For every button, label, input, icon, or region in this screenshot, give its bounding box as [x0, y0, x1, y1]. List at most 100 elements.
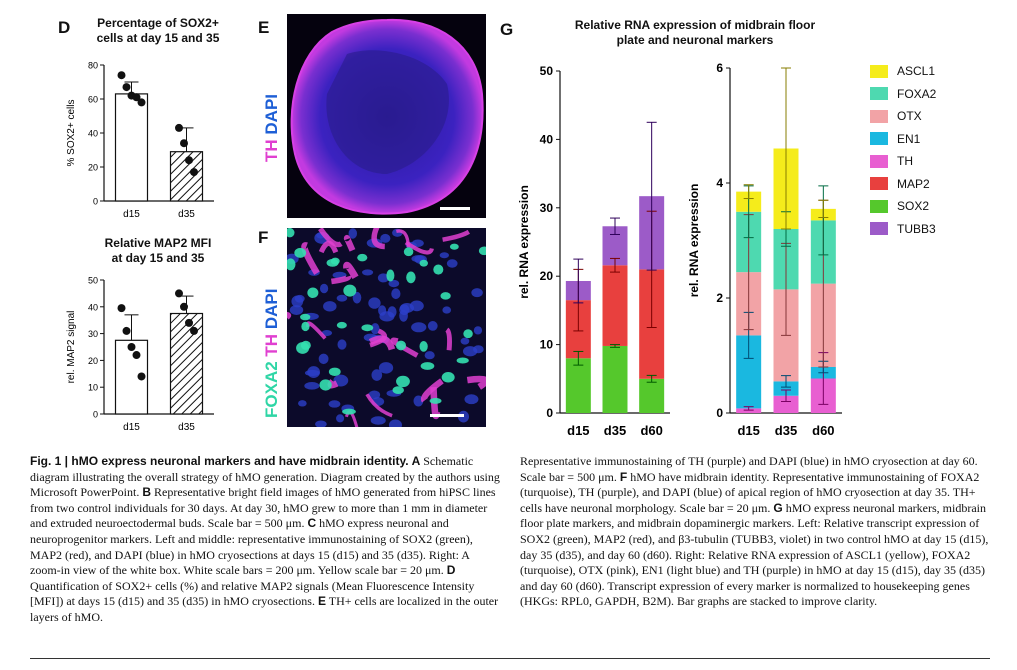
y-tick-label: 40	[88, 302, 98, 312]
data-point	[132, 351, 141, 360]
nucleus-blob	[315, 420, 327, 427]
nucleus-blob	[371, 369, 383, 381]
chart-title-map2: Relative MAP2 MFI at day 15 and 35	[78, 236, 238, 266]
nucleus-blob	[333, 374, 349, 387]
nucleus-blob	[399, 309, 408, 322]
nucleus-blob	[318, 353, 329, 365]
foxa2-nucleus	[361, 324, 374, 332]
foxa2-th-dapi-micrograph	[287, 228, 486, 427]
th-fiber	[343, 261, 359, 280]
rna-midbrain-stacked-chart: 0 2 4 6 rel. RNA expression d15 d35 d60	[687, 61, 842, 438]
chart-title-line: Percentage of SOX2+	[97, 16, 219, 30]
foxa2-nucleus	[396, 375, 410, 388]
foxa2-nucleus	[456, 357, 469, 364]
data-point	[185, 156, 193, 165]
legend-swatch	[870, 132, 888, 145]
data-point	[122, 326, 131, 335]
foxa2-nucleus	[395, 340, 407, 351]
foxa2-nucleus	[294, 247, 307, 258]
x-tick-label: d15	[123, 422, 140, 433]
nucleus-blob	[379, 311, 395, 322]
y-tick-label: 10	[88, 383, 98, 393]
nucleus-blob	[319, 283, 329, 294]
foxa2-nucleus	[440, 292, 451, 300]
y-tick-label: 30	[88, 329, 98, 339]
legend-item: TUBB3	[870, 222, 936, 236]
data-point	[185, 318, 193, 327]
th-fiber	[301, 242, 320, 275]
foxa2-nucleus	[287, 258, 296, 271]
stain-th: TH	[262, 139, 281, 162]
map2-signal-chart: 0 10 20 30 40 50 rel. MAP2 signal d15 d35	[66, 276, 214, 433]
stacked-bar-segment	[602, 345, 628, 413]
nucleus-blob	[370, 323, 380, 335]
nucleus-blob	[370, 416, 386, 425]
legend-item: FOXA2	[870, 87, 936, 101]
nucleus-blob	[388, 419, 403, 427]
caption-text: hMO have midbrain identity. Representati…	[520, 469, 980, 515]
caption-text: Schematic diagram illustrating the overa…	[30, 454, 500, 500]
foxa2-nucleus	[478, 246, 486, 256]
foxa2-nucleus	[419, 341, 428, 352]
stain-dapi: DAPI	[262, 288, 281, 330]
y-tick-label: 20	[88, 163, 98, 173]
chart-title-line: cells at day 15 and 35	[96, 31, 220, 45]
nucleus-blob	[307, 366, 321, 378]
th-fiber	[287, 311, 291, 320]
caption-text: hMO express neuronal and neuroprogenitor…	[30, 516, 473, 578]
th-fiber	[306, 321, 327, 340]
organoid-cryosection-image	[290, 18, 484, 215]
legend-swatch	[870, 199, 888, 213]
caption-letter: E	[317, 594, 326, 609]
caption-heading: Fig. 1 | hMO express neuronal markers an…	[30, 454, 409, 468]
panel-letter-g: G	[500, 20, 514, 39]
bar	[114, 93, 149, 202]
nucleus-blob	[391, 288, 401, 300]
th-fiber	[369, 328, 388, 348]
th-fiber	[318, 240, 339, 254]
legend-item: MAP2	[870, 177, 930, 191]
caption-bottom-rule	[30, 658, 990, 659]
data-point	[127, 343, 136, 351]
foxa2-nucleus	[441, 372, 455, 383]
panel-letter-e: E	[258, 18, 270, 37]
foxa2-nucleus	[463, 329, 473, 339]
legend-label: MAP2	[897, 176, 930, 191]
x-tick-label: d35	[178, 422, 195, 433]
caption-text: hMO express neuronal markers, midbrain f…	[520, 500, 989, 609]
th-dapi-micrograph	[287, 14, 486, 218]
legend-swatch	[870, 87, 888, 100]
y-axis-label: % SOX2+ cells	[66, 100, 77, 167]
stacked-bar-segment	[773, 395, 799, 413]
stain-th: TH	[262, 333, 281, 357]
nucleus-blob	[442, 306, 452, 314]
x-tick-label: d35	[604, 423, 626, 438]
foxa2-nucleus	[403, 247, 414, 257]
stain-foxa2: FOXA2	[262, 361, 281, 418]
caption-letter: G	[773, 500, 783, 515]
chart-title-line: Relative MAP2 MFI	[104, 236, 212, 250]
legend-swatch	[870, 64, 888, 78]
legend-label: TH	[897, 154, 913, 168]
th-fiber	[430, 387, 441, 420]
x-tick-label: d60	[640, 423, 662, 438]
legend-label: ASCL1	[897, 64, 936, 78]
nucleus-blob	[298, 400, 307, 407]
apical-region-image	[287, 228, 486, 427]
nucleus-blob	[336, 414, 345, 423]
data-point	[180, 139, 188, 148]
nucleus-blob	[348, 228, 358, 239]
figure-caption-right: Representative immunostaining of TH (pur…	[520, 454, 990, 610]
caption-letter: A	[411, 454, 421, 468]
foxa2-nucleus	[328, 367, 341, 376]
foxa2-nucleus	[330, 257, 340, 265]
caption-text: Representative bright field images of hM…	[30, 485, 496, 531]
data-point	[180, 302, 188, 311]
caption-letter: C	[307, 516, 317, 531]
legend-swatch	[870, 154, 888, 168]
nucleus-blob	[424, 351, 435, 360]
foxa2-nucleus	[386, 269, 395, 282]
foxa2-nucleus	[300, 313, 311, 321]
nucleus-blob	[323, 301, 337, 312]
th-fiber	[343, 234, 356, 252]
